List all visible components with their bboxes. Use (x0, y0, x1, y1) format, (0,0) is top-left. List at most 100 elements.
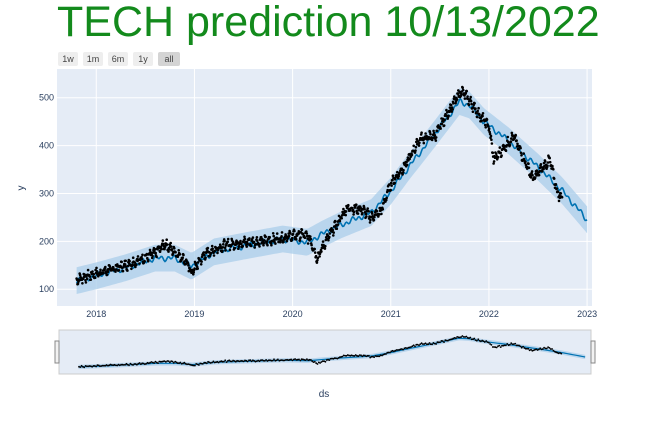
data-point (204, 256, 207, 260)
data-point (336, 223, 340, 226)
data-point (555, 187, 559, 190)
rangeslider-point (539, 347, 542, 350)
data-point (136, 255, 140, 258)
rangeslider-point (83, 366, 86, 369)
range-button-1m[interactable]: 1m (83, 52, 103, 66)
data-point (81, 282, 84, 285)
data-point (389, 188, 393, 192)
range-button-6m[interactable]: 6m (108, 52, 128, 66)
range-button-1y[interactable]: 1y (133, 52, 153, 66)
data-point (270, 243, 273, 247)
data-point (375, 209, 379, 213)
rangeslider-point (320, 361, 323, 363)
data-point (203, 253, 206, 257)
data-point (359, 209, 363, 213)
rangeslider-point (483, 341, 486, 343)
rangeslider-plot[interactable] (58, 329, 592, 375)
range-button-1w[interactable]: 1w (58, 52, 78, 66)
data-point (363, 207, 366, 211)
data-point (372, 218, 376, 222)
data-point (508, 143, 512, 147)
rangeslider-point (387, 351, 390, 354)
data-point (265, 240, 269, 243)
data-point (327, 238, 330, 242)
rangeslider-point (198, 364, 200, 366)
rangeslider-left-handle[interactable] (54, 340, 60, 364)
rangeslider-point (370, 355, 373, 358)
data-point (89, 278, 93, 281)
data-point (305, 230, 308, 233)
data-point (224, 249, 227, 252)
data-point (432, 131, 436, 135)
data-point (439, 127, 442, 130)
data-point (226, 240, 229, 243)
data-point (412, 144, 416, 148)
y-tick-label: 100 (39, 284, 54, 294)
data-point (472, 106, 475, 109)
data-point (255, 239, 259, 242)
data-point (490, 142, 494, 145)
data-point (168, 248, 171, 251)
rangeslider-point (258, 360, 261, 363)
data-point (257, 242, 261, 246)
data-point (476, 115, 479, 119)
data-point (440, 122, 444, 126)
range-button-all[interactable]: all (158, 52, 180, 66)
data-point (542, 167, 545, 171)
data-point (143, 260, 146, 263)
data-point (447, 114, 450, 118)
data-point (396, 170, 399, 174)
data-point (391, 174, 395, 177)
data-point (405, 160, 408, 164)
data-point (199, 263, 203, 266)
data-point (451, 108, 454, 111)
data-point (126, 269, 129, 272)
rangeslider-point (92, 365, 95, 367)
data-point (105, 273, 109, 276)
rangeslider-point (212, 360, 215, 363)
rangeslider-point (361, 355, 364, 358)
data-point (382, 201, 385, 205)
rangeslider-point (491, 346, 494, 348)
data-point (443, 118, 446, 121)
data-point (316, 256, 320, 260)
rangeslider-point (394, 349, 397, 352)
rangeslider-point (410, 346, 412, 348)
data-point (488, 132, 492, 136)
data-point (527, 162, 530, 165)
data-point (294, 237, 298, 241)
rangeslider-point (140, 363, 142, 366)
data-point (86, 268, 90, 272)
data-point (161, 239, 165, 242)
rangeslider-point (470, 338, 473, 341)
rangeslider-point (366, 354, 369, 357)
data-point (516, 142, 519, 146)
data-point (309, 237, 313, 241)
data-point (173, 247, 176, 250)
rangeslider-point (373, 356, 375, 359)
data-point (469, 95, 473, 99)
data-point (272, 234, 276, 238)
rangeslider-point (145, 362, 148, 365)
rangeslider-point (498, 344, 501, 347)
rangeslider-point (166, 360, 169, 362)
rangeslider-point (524, 347, 527, 350)
data-point (422, 141, 426, 145)
data-point (490, 138, 493, 142)
rangeslider-point (419, 343, 422, 345)
rangeslider-point (528, 349, 531, 352)
rangeslider-right-handle[interactable] (590, 340, 596, 364)
y-tick-label: 200 (39, 236, 54, 246)
rangeslider-point (103, 364, 105, 367)
data-point (275, 232, 279, 235)
data-point (365, 215, 368, 218)
uncertainty-band (76, 88, 588, 295)
rangeslider-point (294, 358, 296, 360)
data-point (130, 267, 133, 271)
rangeslider-point (545, 347, 548, 350)
rangeslider-point (402, 348, 404, 351)
data-point (140, 255, 143, 259)
data-point (141, 253, 144, 257)
rangeslider-point (485, 340, 488, 342)
